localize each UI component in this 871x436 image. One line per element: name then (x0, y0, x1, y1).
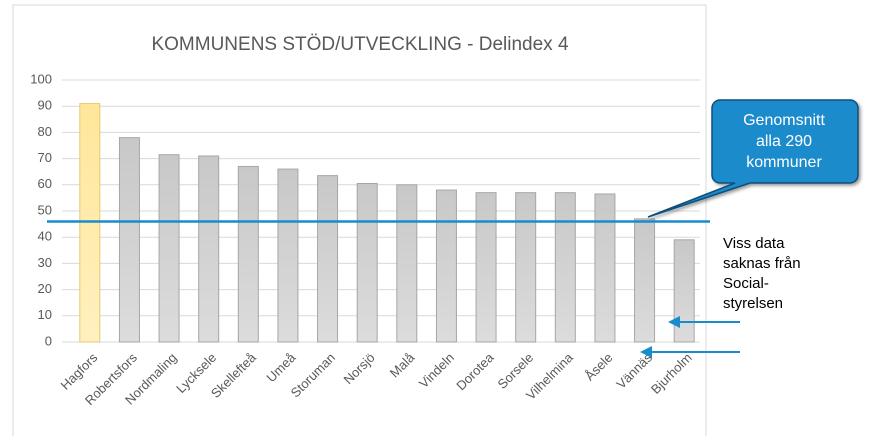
y-tick-label: 60 (38, 176, 52, 191)
y-tick-label: 40 (38, 229, 52, 244)
bar (356, 182, 378, 343)
bar (554, 192, 576, 343)
y-tick-label: 20 (38, 281, 52, 296)
bar (198, 155, 220, 343)
arrow-head (668, 316, 680, 328)
bar (79, 103, 101, 343)
y-tick-label: 50 (38, 202, 52, 217)
bar (515, 192, 537, 343)
bar (237, 165, 259, 343)
bar (396, 184, 418, 343)
callout-box (647, 99, 859, 218)
chart-title: KOMMUNENS STÖD/UTVECKLING - Delindex 4 (151, 34, 568, 55)
y-tick-label: 100 (30, 71, 52, 86)
bar (277, 168, 299, 343)
y-tick-label: 0 (45, 333, 52, 348)
y-tick-label: 80 (38, 124, 52, 139)
arrow-head (640, 346, 652, 358)
callout-text: alla 290 (756, 133, 812, 150)
callout-text: Genomsnitt (743, 112, 825, 129)
note-text: saknas från (723, 255, 801, 272)
bar (158, 154, 180, 343)
bar (475, 192, 497, 343)
callout-text: kommuner (746, 154, 822, 171)
y-tick-label: 90 (38, 98, 52, 113)
y-tick-label: 70 (38, 150, 52, 165)
bar (634, 218, 656, 343)
overlay: Genomsnitt alla 290 kommuner Viss data sakna… (47, 99, 859, 358)
note-text: styrelsen (723, 295, 783, 312)
bar (435, 189, 457, 343)
bar (594, 193, 616, 343)
bar (317, 175, 339, 343)
y-tick-label: 10 (38, 307, 52, 322)
note-text: Viss data (723, 235, 785, 252)
bar (673, 239, 695, 343)
note-text: Social- (723, 275, 769, 292)
y-tick-label: 30 (38, 255, 52, 270)
bar (118, 137, 140, 343)
